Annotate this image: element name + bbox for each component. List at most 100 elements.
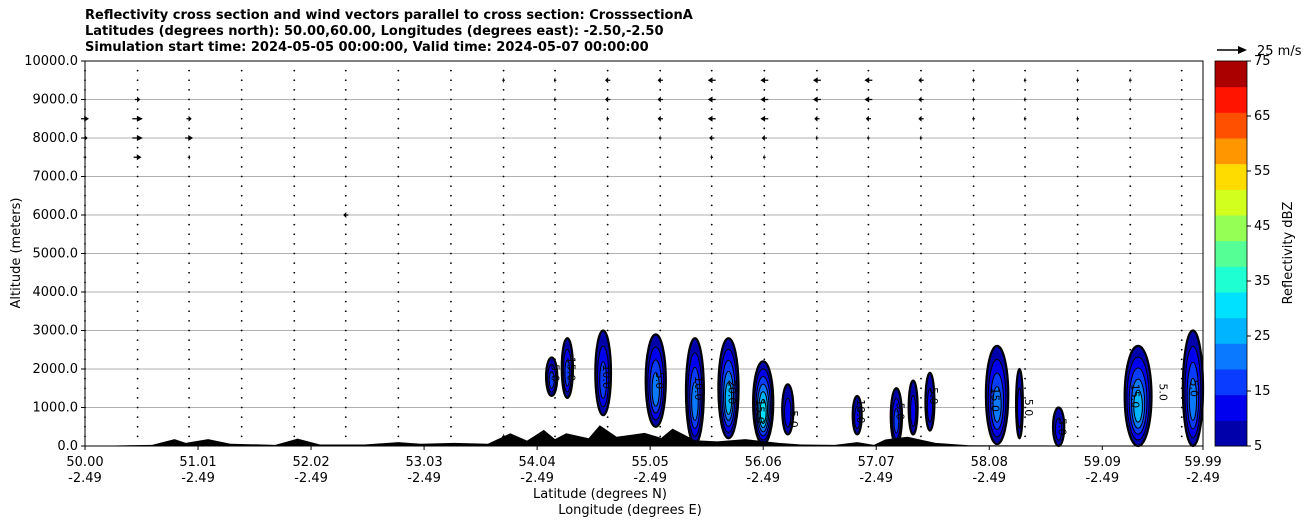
wind-vector (450, 185, 452, 188)
contour-label: 5.0 (1022, 399, 1035, 417)
x-axis-label-latitude: Latitude (degrees N) (533, 487, 667, 502)
wind-vector (1076, 329, 1079, 332)
wind-vector (1024, 214, 1026, 216)
wind-vector (554, 194, 556, 197)
wind-vector (1024, 185, 1026, 188)
wind-vector (188, 98, 190, 101)
wind-vector (972, 262, 975, 265)
wind-vector (760, 77, 769, 84)
wind-vector (293, 146, 296, 149)
wind-vector (1024, 165, 1026, 168)
wind-vector (867, 69, 870, 72)
wind-vector (450, 79, 452, 82)
wind-vector (136, 127, 139, 130)
wind-vector (240, 310, 243, 313)
wind-vector (972, 271, 975, 274)
wind-vector (136, 396, 139, 399)
colorbar-swatch (1215, 163, 1247, 190)
wind-vector (918, 115, 924, 122)
wind-vector (554, 406, 556, 409)
wind-vector (606, 425, 609, 428)
wind-vector (658, 135, 662, 141)
wind-vector (188, 252, 190, 255)
wind-vector (1076, 233, 1079, 236)
wind-vector (450, 329, 452, 332)
wind-vector (502, 194, 505, 197)
wind-vector (1023, 96, 1027, 103)
wind-vector (502, 242, 505, 245)
wind-vector (763, 281, 766, 284)
wind-vector (293, 165, 296, 168)
wind-vector (502, 358, 505, 361)
wind-vector (1129, 185, 1132, 188)
reflectivity-contour (1133, 389, 1143, 423)
wind-vector (397, 291, 400, 293)
wind-vector (1024, 425, 1026, 428)
reflectivity-contour (926, 388, 934, 423)
wind-vector (502, 396, 505, 399)
wind-vector (502, 377, 505, 380)
wind-vector (1180, 88, 1183, 91)
contour-label: 20.0 (725, 380, 738, 405)
wind-vector (920, 271, 922, 274)
wind-vector (710, 127, 713, 130)
wind-vector (554, 396, 556, 399)
wind-vector (450, 223, 452, 226)
wind-vector (136, 242, 139, 245)
chart-title-line-2: Latitudes (degrees north): 50.00,60.00, … (85, 24, 664, 39)
colorbar-swatch (1215, 266, 1247, 293)
wind-vector (240, 329, 243, 332)
wind-vector (816, 281, 818, 284)
wind-vector (293, 79, 296, 82)
x-tick-label-lat: 54.04 (519, 455, 556, 470)
wind-vector (397, 387, 400, 390)
wind-vector (920, 194, 922, 197)
wind-vector (1024, 137, 1026, 139)
wind-vector (816, 435, 818, 438)
wind-vector (1129, 348, 1132, 351)
wind-vector (816, 108, 818, 111)
wind-vector (707, 77, 716, 84)
wind-vector (816, 319, 818, 322)
wind-vector (502, 214, 505, 216)
wind-vector (502, 77, 505, 84)
wind-vector (502, 69, 505, 72)
x-tick-label-lat: 59.09 (1084, 455, 1121, 470)
wind-vector (920, 329, 922, 332)
wind-vector (816, 348, 818, 351)
wind-vector (240, 156, 243, 159)
contour-label: 5.0 (1156, 383, 1169, 401)
x-tick-label-lat: 56.06 (745, 455, 782, 470)
wind-vector (554, 146, 556, 149)
wind-vector (816, 358, 818, 361)
wind-vector (1076, 406, 1079, 409)
wind-vector (1129, 117, 1132, 120)
wind-vector (867, 329, 870, 332)
wind-vector (710, 252, 713, 255)
wind-vector (763, 319, 766, 322)
wind-vector (136, 88, 139, 91)
wind-vector (1076, 175, 1079, 178)
wind-vector (1180, 214, 1183, 216)
wind-vector (1076, 214, 1079, 216)
wind-vector (606, 214, 609, 216)
wind-vector (188, 262, 190, 265)
reflectivity-colorbar: 5 15 25 35 45 55 65 75 (1214, 54, 1271, 454)
wind-vector (710, 310, 713, 313)
wind-vector (1180, 165, 1183, 168)
wind-vector (554, 262, 556, 265)
wind-vector (604, 96, 611, 103)
reflectivity-contour (651, 372, 660, 407)
wind-vector (450, 406, 452, 409)
x-tick-label-lon: -2.49 (746, 471, 780, 486)
wind-vector (240, 319, 243, 322)
wind-vector (397, 69, 400, 72)
wind-vector (1076, 339, 1079, 342)
reflectivity-contour (784, 397, 792, 428)
contour-label: 5.0 (653, 372, 666, 390)
wind-vector (293, 291, 296, 293)
reflectivity-cell (684, 337, 705, 446)
wind-vector (293, 348, 296, 351)
wind-vector (920, 127, 922, 130)
wind-vector (293, 204, 296, 207)
